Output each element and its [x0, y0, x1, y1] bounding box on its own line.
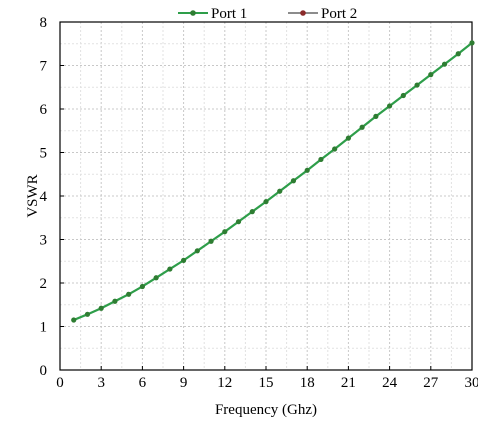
- y-axis-title: VSWR: [25, 174, 41, 217]
- data-point: [305, 168, 310, 173]
- x-tick-label: 3: [97, 375, 105, 391]
- data-point: [360, 125, 365, 130]
- data-point: [250, 209, 255, 214]
- data-point: [208, 239, 213, 244]
- data-point: [346, 136, 351, 141]
- data-point: [236, 219, 241, 224]
- x-tick-label: 30: [465, 375, 478, 391]
- data-point: [469, 40, 474, 45]
- data-point: [167, 266, 172, 271]
- legend-label: Port 2: [321, 6, 357, 22]
- data-point: [85, 312, 90, 317]
- data-point: [126, 292, 131, 297]
- y-tick-label: 2: [40, 276, 48, 292]
- legend-marker: [190, 10, 196, 16]
- data-point: [71, 317, 76, 322]
- x-tick-label: 6: [139, 375, 147, 391]
- data-point: [277, 189, 282, 194]
- data-point: [456, 51, 461, 56]
- x-tick-label: 12: [217, 375, 232, 391]
- legend: Port 1 Port 2: [178, 6, 357, 22]
- data-point: [414, 82, 419, 87]
- data-point: [291, 178, 296, 183]
- y-tick-label: 1: [40, 320, 48, 336]
- y-tick-label: 7: [40, 59, 48, 75]
- x-tick-label: 15: [259, 375, 274, 391]
- x-tick-label: 9: [180, 375, 188, 391]
- y-tick-label: 8: [40, 15, 48, 31]
- data-point: [140, 284, 145, 289]
- legend-label: Port 1: [211, 6, 247, 22]
- data-point: [428, 72, 433, 77]
- data-point: [154, 275, 159, 280]
- data-point: [373, 114, 378, 119]
- legend-marker: [300, 10, 306, 16]
- y-tick-label: 6: [40, 102, 48, 118]
- data-point: [442, 62, 447, 67]
- x-tick-label: 18: [300, 375, 315, 391]
- data-point: [112, 299, 117, 304]
- data-point: [263, 199, 268, 204]
- x-tick-label: 27: [423, 375, 439, 391]
- data-point: [99, 306, 104, 311]
- data-point: [318, 157, 323, 162]
- data-point: [222, 229, 227, 234]
- x-axis-title: Frequency (Ghz): [215, 402, 317, 418]
- x-tick-label: 24: [382, 375, 398, 391]
- data-point: [332, 146, 337, 151]
- x-tick-label: 0: [56, 375, 64, 391]
- data-point: [387, 103, 392, 108]
- data-point: [181, 258, 186, 263]
- x-tick-label: 21: [341, 375, 356, 391]
- data-point: [401, 93, 406, 98]
- y-tick-label: 5: [40, 146, 48, 162]
- y-tick-label: 3: [40, 233, 48, 249]
- y-tick-label: 0: [40, 363, 48, 379]
- data-point: [195, 248, 200, 253]
